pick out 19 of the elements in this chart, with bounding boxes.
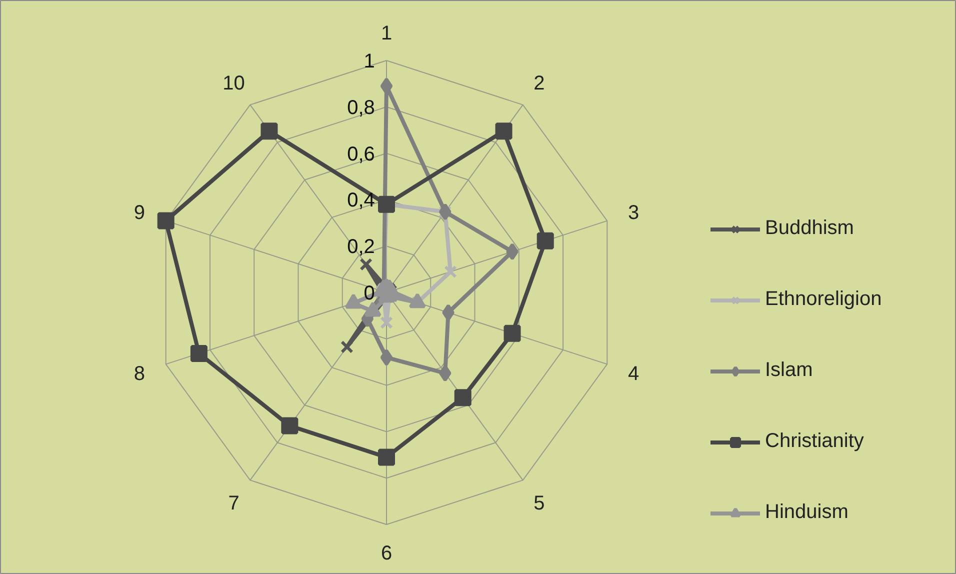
spoke-label: 7: [228, 492, 240, 515]
legend-label: Hinduism: [765, 501, 848, 524]
legend-label: Islam: [765, 359, 813, 382]
spoke-label: 8: [134, 362, 145, 385]
spoke-label: 3: [628, 202, 640, 224]
spoke-label: 10: [222, 72, 245, 94]
spoke-label: 5: [534, 492, 545, 515]
legend-label: Buddhism: [765, 217, 854, 240]
spoke-label: 9: [134, 202, 145, 224]
y-tick-label: 0,4: [347, 190, 375, 212]
spoke-label: 6: [380, 542, 392, 564]
y-tick-label: 0,2: [347, 236, 375, 258]
legend-label: Christianity: [765, 430, 864, 453]
y-tick-label: 0,8: [347, 96, 375, 119]
spoke-label: 2: [534, 72, 545, 94]
y-tick-label: 0,6: [347, 143, 375, 166]
spoke-label: 4: [628, 362, 640, 385]
y-tick-label: 0: [364, 282, 375, 304]
legend-label: Ethnoreligion: [765, 288, 882, 311]
